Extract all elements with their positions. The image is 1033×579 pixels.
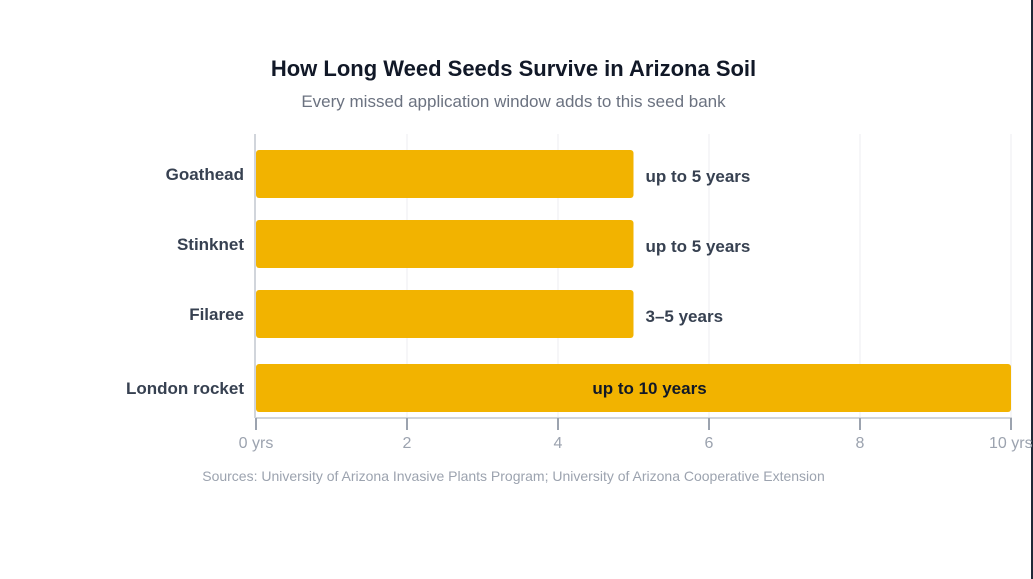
category-label: London rocket	[126, 379, 244, 398]
bar	[256, 290, 634, 338]
category-label: Goathead	[166, 165, 244, 184]
x-tick-label: 8	[856, 435, 865, 452]
bar	[256, 150, 634, 198]
x-tick-label: 4	[554, 435, 563, 452]
bar	[256, 220, 634, 268]
x-tick-label: 10 yrs	[989, 435, 1033, 452]
data-label: up to 10 years	[592, 379, 706, 398]
chart-title: How Long Weed Seeds Survive in Arizona S…	[270, 56, 757, 81]
x-tick-label: 0 yrs	[239, 435, 274, 452]
data-label: 3–5 years	[646, 307, 724, 326]
data-label: up to 5 years	[646, 237, 751, 256]
data-label: up to 5 years	[646, 167, 751, 186]
chart-source: Sources: University of Arizona Invasive …	[202, 468, 825, 484]
window-edge	[1031, 0, 1033, 579]
chart-subtitle: Every missed application window adds to …	[301, 92, 726, 111]
category-label: Stinknet	[177, 235, 244, 254]
bar	[256, 364, 1011, 412]
x-tick-label: 6	[705, 435, 714, 452]
category-label: Filaree	[189, 305, 244, 324]
x-tick-label: 2	[403, 435, 412, 452]
